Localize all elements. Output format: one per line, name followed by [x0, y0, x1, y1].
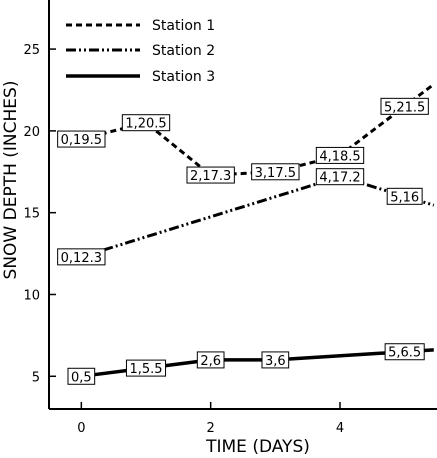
data-label-text: 1,5.5 — [129, 362, 162, 377]
data-label-box — [380, 97, 429, 115]
data-labels: 0,19.5 1,20.5 2,17.3 3,17.5 4,18.5 5,21.5 0,12… — [57, 97, 429, 385]
legend-label: Station 1 — [152, 18, 215, 34]
axis-ticks: 5 10 15 20 25 0 2 4 — [23, 43, 344, 436]
data-label-box — [384, 343, 425, 361]
data-label: 2,6 — [196, 351, 225, 369]
data-label-text: 4,17.2 — [319, 171, 360, 186]
data-label-box — [125, 359, 167, 377]
data-label-text: 0,5 — [71, 370, 92, 385]
data-label: 2,17.3 — [186, 166, 235, 184]
data-label: 1,5.5 — [125, 359, 167, 377]
data-label: 5,6.5 — [384, 343, 425, 361]
x-tick-label: 0 — [77, 421, 85, 436]
data-label: 3,17.5 — [251, 163, 300, 181]
data-label-box — [196, 351, 225, 369]
axes — [48, 0, 437, 410]
data-label-box — [57, 130, 106, 148]
series-line-station-2 — [80, 175, 435, 259]
x-axis-title: TIME (DAYS) — [205, 437, 310, 457]
data-label-box — [57, 248, 106, 266]
y-axis-title: SNOW DEPTH (INCHES) — [1, 81, 21, 280]
data-label: 5,21.5 — [380, 97, 429, 115]
data-label-text: 5,6.5 — [388, 346, 421, 361]
data-label-text: 2,17.3 — [190, 169, 231, 184]
data-label-box — [261, 351, 290, 369]
data-label-text: 4,18.5 — [319, 149, 360, 164]
data-label-box — [67, 367, 96, 385]
data-label: 3,6 — [261, 351, 290, 369]
x-tick-label: 2 — [207, 421, 215, 436]
data-label: 5,16 — [386, 187, 423, 205]
data-label: 0,19.5 — [57, 130, 106, 148]
legend-label: Station 2 — [152, 43, 215, 59]
data-label: 1,20.5 — [121, 114, 171, 132]
data-label-text: 2,6 — [200, 354, 221, 369]
data-label-text: 0,12.3 — [61, 251, 102, 266]
data-label-box — [315, 168, 365, 186]
y-tick-label: 5 — [32, 370, 40, 385]
data-label-text: 5,16 — [390, 190, 419, 205]
data-label-text: 5,21.5 — [384, 100, 425, 115]
data-label: 4,17.2 — [315, 168, 365, 186]
data-label-box — [121, 114, 171, 132]
data-label-text: 1,20.5 — [125, 117, 166, 132]
y-tick-label: 15 — [23, 207, 40, 222]
y-tick-label: 10 — [23, 288, 40, 303]
legend-label: Station 3 — [152, 69, 215, 85]
data-label-box — [315, 146, 365, 164]
data-label-box — [251, 163, 300, 181]
data-label: 0,5 — [67, 367, 96, 385]
data-label-text: 3,6 — [265, 354, 286, 369]
y-tick-label: 25 — [23, 43, 40, 58]
y-tick-label: 20 — [23, 125, 40, 140]
data-label-text: 3,17.5 — [255, 166, 296, 181]
data-label: 4,18.5 — [315, 146, 365, 164]
x-tick-label: 4 — [336, 421, 344, 436]
data-label-box — [386, 187, 423, 205]
data-label-box — [186, 166, 235, 184]
data-label: 0,12.3 — [57, 248, 106, 266]
legend: Station 1 Station 2 Station 3 — [66, 18, 215, 85]
data-label-text: 0,19.5 — [61, 133, 102, 148]
